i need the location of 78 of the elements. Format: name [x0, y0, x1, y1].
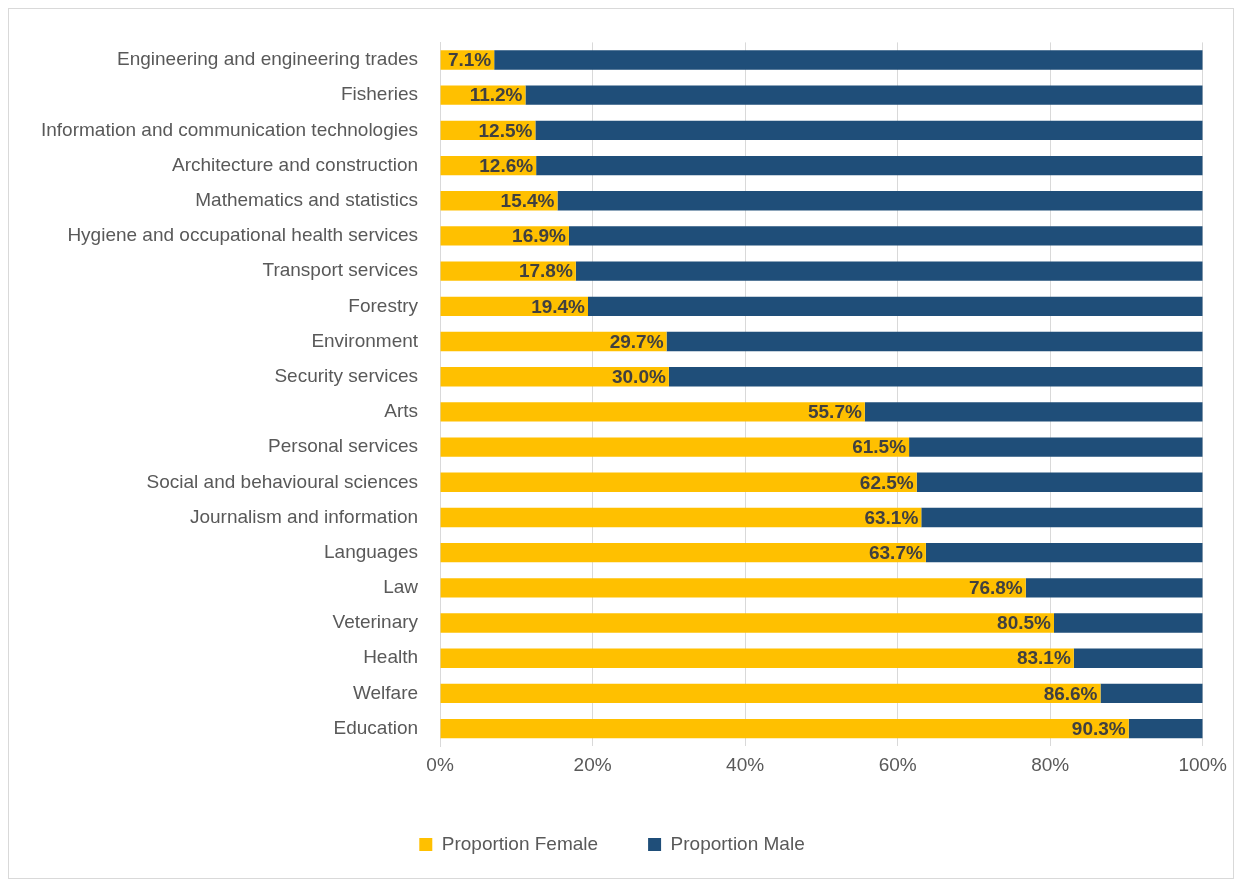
- y-tick-label: Mathematics and statistics: [195, 188, 419, 210]
- legend-label: Proportion Female: [441, 832, 599, 854]
- data-label: 63.1%: [864, 506, 919, 528]
- bar: [921, 507, 1203, 528]
- y-tick-label: Hygiene and occupational health services: [67, 224, 419, 246]
- bar: [916, 472, 1203, 492]
- bar: [525, 85, 1203, 105]
- data-label: 86.6%: [1043, 682, 1098, 704]
- y-tick-label: Fisheries: [340, 83, 419, 105]
- y-tick-label: Engineering and engineering trades: [116, 48, 419, 70]
- data-label: 12.5%: [478, 119, 533, 141]
- bar: [568, 226, 1203, 246]
- data-label: 17.8%: [518, 260, 573, 282]
- bar: [1025, 578, 1203, 598]
- y-tick-label: Architecture and construction: [171, 153, 419, 175]
- y-tick-label: Welfare: [352, 681, 419, 703]
- data-label: 83.1%: [1016, 647, 1071, 669]
- bar: [440, 683, 1101, 704]
- legend-label: Proportion Male: [670, 832, 805, 854]
- y-tick-label: Information and communication technologies: [40, 118, 419, 140]
- bar: [440, 507, 922, 528]
- bar: [535, 120, 1203, 141]
- bar: [536, 155, 1203, 176]
- y-tick-label: Languages: [324, 540, 419, 562]
- x-tick-label: 60%: [878, 753, 917, 775]
- bar: [440, 718, 1129, 739]
- y-tick-label: Personal services: [268, 435, 419, 457]
- x-tick-label: 20%: [573, 753, 612, 775]
- bar: [1100, 683, 1203, 704]
- bar: [440, 437, 910, 457]
- bar: [557, 191, 1203, 211]
- y-tick-label: Law: [383, 576, 419, 598]
- y-tick-label: Journalism and information: [189, 505, 419, 527]
- bar: [440, 578, 1026, 598]
- data-label: 19.4%: [531, 295, 586, 317]
- y-tick-label: Veterinary: [332, 611, 419, 633]
- bar: [666, 331, 1203, 352]
- data-label: 30.0%: [611, 365, 666, 387]
- y-tick-label: Transport services: [262, 259, 419, 281]
- x-tick-label: 40%: [726, 753, 765, 775]
- data-label: 7.1%: [447, 49, 492, 71]
- bar: [668, 367, 1203, 387]
- data-label: 55.7%: [807, 401, 862, 423]
- y-tick-label: Education: [333, 716, 419, 738]
- bar: [1128, 718, 1203, 739]
- bar: [575, 261, 1203, 281]
- bar: [440, 613, 1054, 633]
- y-tick-label: Forestry: [348, 294, 419, 316]
- bar: [1053, 613, 1203, 633]
- data-label: 29.7%: [609, 330, 664, 352]
- bar: [440, 648, 1074, 668]
- bar: [864, 402, 1203, 422]
- data-label: 11.2%: [469, 84, 523, 106]
- data-label: 16.9%: [512, 225, 567, 247]
- x-tick-label: 80%: [1031, 753, 1070, 775]
- data-label: 61.5%: [852, 436, 907, 458]
- bar: [1073, 648, 1203, 668]
- x-tick-label: 0%: [426, 753, 454, 775]
- x-tick-label: 100%: [1178, 753, 1228, 775]
- data-label: 62.5%: [859, 471, 914, 493]
- data-label: 80.5%: [997, 612, 1052, 634]
- data-label: 76.8%: [968, 577, 1023, 599]
- bar: [588, 296, 1203, 316]
- y-tick-label: Social and behavioural sciences: [146, 470, 419, 492]
- data-label: 63.7%: [868, 541, 923, 563]
- bar: [494, 50, 1203, 70]
- bar: [925, 542, 1203, 563]
- y-tick-label: Environment: [311, 329, 419, 351]
- y-tick-label: Arts: [384, 400, 419, 422]
- bar: [909, 437, 1203, 457]
- bar: [440, 472, 917, 492]
- y-tick-label: Security services: [274, 364, 419, 386]
- data-label: 15.4%: [500, 189, 555, 211]
- bar: [440, 542, 926, 563]
- y-tick-label: Health: [363, 646, 419, 668]
- bar: [440, 402, 865, 422]
- data-label: 90.3%: [1071, 717, 1126, 739]
- data-label: 12.6%: [479, 154, 534, 176]
